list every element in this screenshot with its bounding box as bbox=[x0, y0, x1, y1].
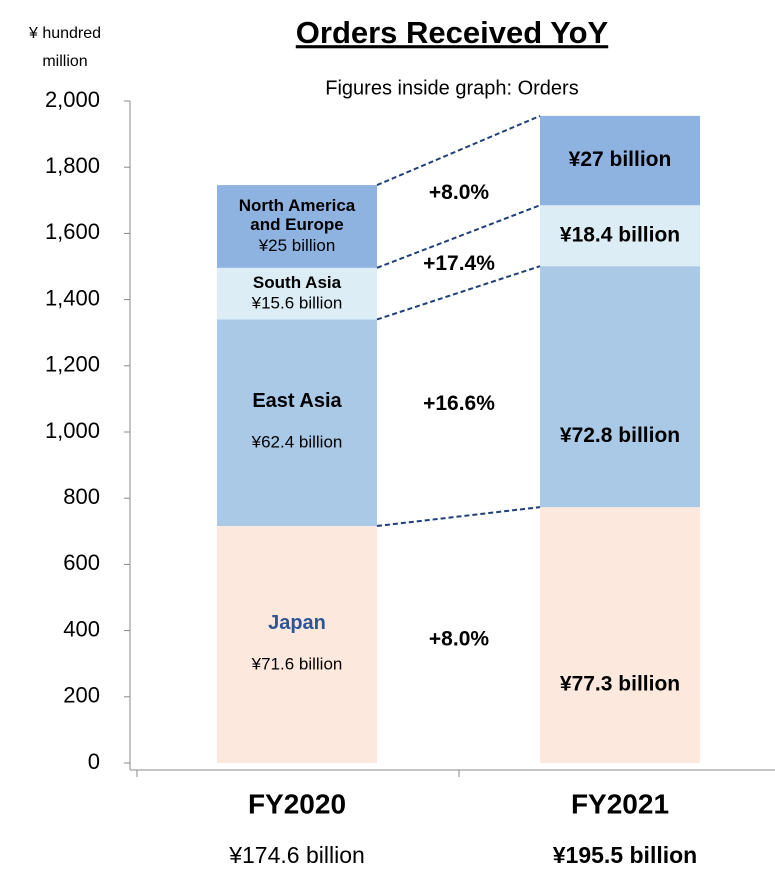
growth-label: +17.4% bbox=[423, 252, 495, 275]
y-axis-label: ¥ hundred bbox=[28, 25, 101, 42]
y-tick-label: 1,200 bbox=[45, 352, 100, 377]
y-tick-label: 0 bbox=[88, 749, 100, 774]
segment-value-label: ¥77.3 billion bbox=[560, 673, 680, 696]
bar-segment bbox=[217, 267, 377, 320]
y-tick-label: 800 bbox=[63, 484, 100, 509]
bar-segment bbox=[217, 185, 377, 268]
growth-label: +16.6% bbox=[423, 392, 495, 415]
y-tick-label: 1,600 bbox=[45, 219, 100, 244]
bar-segment bbox=[217, 526, 377, 763]
bar-segment bbox=[540, 266, 700, 508]
x-tick-label: FY2020 bbox=[248, 788, 346, 819]
chart-subtitle: Figures inside graph: Orders bbox=[325, 77, 578, 99]
segment-value-label: ¥72.8 billion bbox=[560, 424, 680, 447]
y-tick-label: 400 bbox=[63, 616, 100, 641]
bar-segment bbox=[217, 319, 377, 527]
segment-value-label: ¥18.4 billion bbox=[560, 223, 680, 246]
segment-value-label: ¥15.6 billion bbox=[251, 294, 343, 313]
segment-value-label: ¥62.4 billion bbox=[251, 433, 343, 452]
growth-label: +8.0% bbox=[429, 181, 489, 204]
bar-segment bbox=[540, 205, 700, 267]
segment-name: South Asia bbox=[252, 273, 342, 293]
y-tick-label: 1,000 bbox=[45, 418, 100, 443]
connector bbox=[376, 265, 541, 321]
growth-label: +8.0% bbox=[429, 627, 489, 650]
segment-value-label: ¥27 billion bbox=[569, 148, 672, 171]
connector bbox=[376, 204, 541, 269]
connector bbox=[376, 506, 541, 527]
y-tick-label: 600 bbox=[63, 550, 100, 575]
bar-segment bbox=[540, 507, 700, 763]
x-tick-label: FY2021 bbox=[571, 788, 669, 819]
total-label: ¥195.5 billion bbox=[553, 842, 697, 868]
segment-value-label: ¥71.6 billion bbox=[251, 654, 343, 673]
segment-name-box: South Asia bbox=[252, 273, 342, 293]
chart-title: Orders Received YoY bbox=[296, 15, 609, 50]
y-tick-label: 2,000 bbox=[45, 87, 100, 112]
y-axis-label: million bbox=[42, 53, 87, 70]
connector bbox=[376, 114, 541, 186]
segment-name: East Asia bbox=[252, 392, 342, 413]
bar-segment bbox=[540, 115, 700, 206]
y-tick-label: 1,400 bbox=[45, 285, 100, 310]
segment-name-box: North America and Europe bbox=[238, 196, 356, 235]
y-tick-label: 1,800 bbox=[45, 153, 100, 178]
segment-name: Japan bbox=[268, 614, 326, 634]
segment-name-box: Japan bbox=[268, 614, 326, 634]
y-tick-label: 200 bbox=[63, 683, 100, 708]
segment-name-box: East Asia bbox=[252, 392, 342, 413]
total-label: ¥174.6 billion bbox=[228, 842, 365, 868]
segment-value-label: ¥25 billion bbox=[258, 236, 336, 255]
segment-name: North America and Europe bbox=[238, 196, 356, 235]
